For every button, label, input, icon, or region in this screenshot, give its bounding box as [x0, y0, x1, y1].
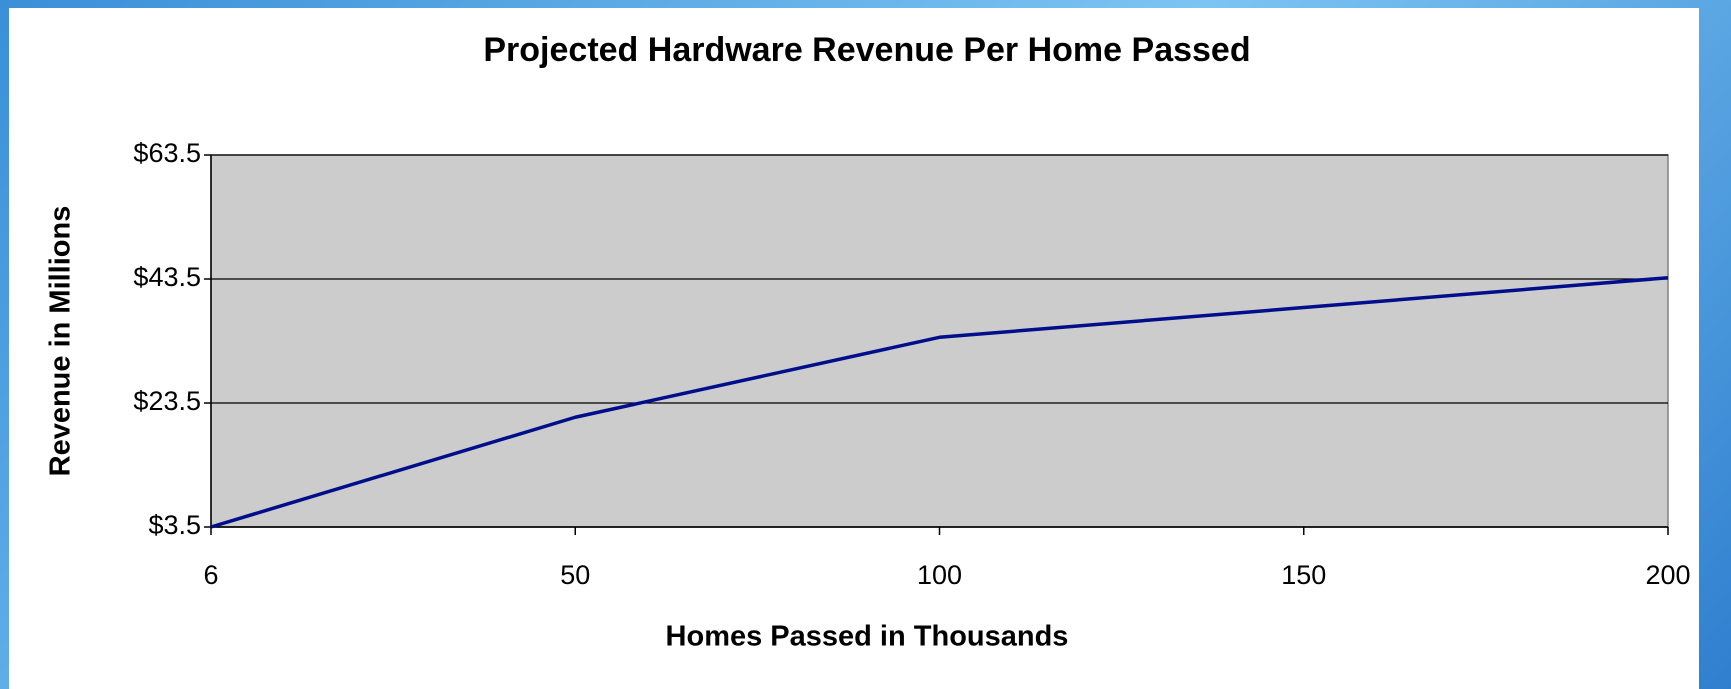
x-axis-title: Homes Passed in Thousands — [666, 621, 1069, 653]
chart-title: Projected Hardware Revenue Per Home Pass… — [483, 31, 1250, 69]
x-tick-label: 100 — [917, 560, 962, 590]
y-axis-title: Revenue in Millions — [45, 206, 77, 477]
y-tick-label: $43.5 — [133, 262, 201, 292]
x-tick-label: 200 — [1645, 560, 1690, 590]
x-tick-label: 150 — [1281, 560, 1326, 590]
x-tick-label: 6 — [203, 560, 218, 590]
plot-area — [210, 154, 1669, 528]
y-tick-label: $63.5 — [133, 138, 201, 168]
data-line — [210, 276, 1669, 529]
y-tick-label: $3.5 — [148, 510, 201, 540]
x-tick-label: 50 — [560, 560, 590, 590]
y-tick-label: $23.5 — [133, 386, 201, 416]
